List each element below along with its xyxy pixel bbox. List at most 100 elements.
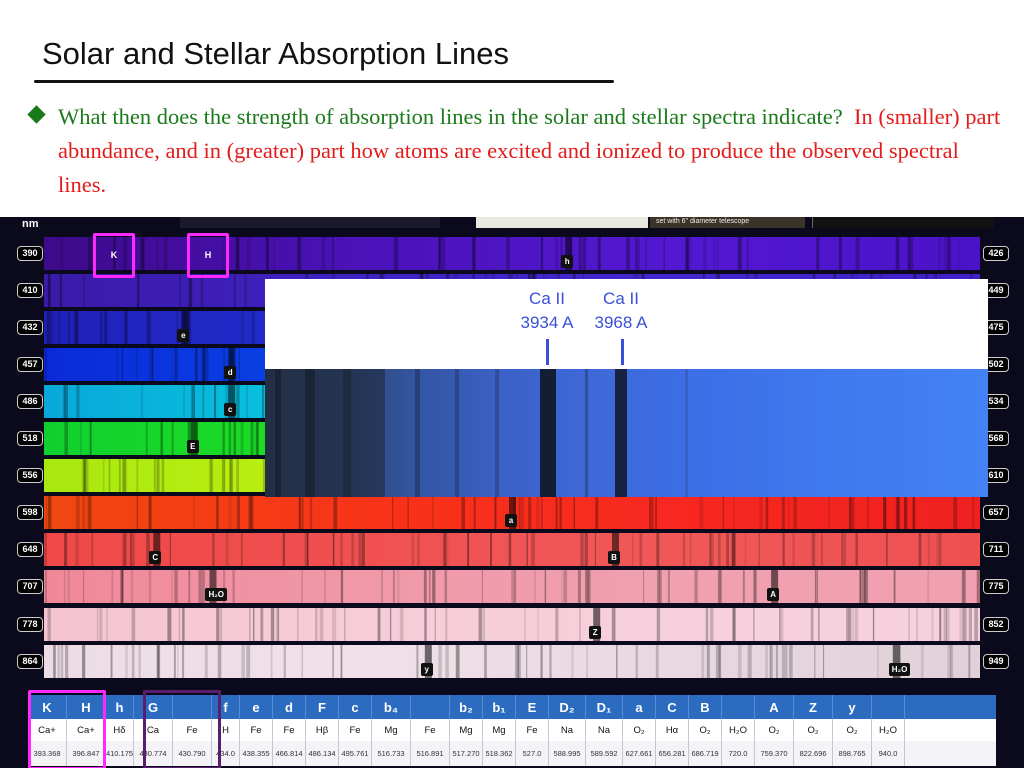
absorption-line — [240, 422, 244, 455]
absorption-line — [136, 459, 139, 492]
absorption-line — [171, 422, 174, 455]
band-start-label: 598 — [17, 505, 43, 520]
absorption-line — [273, 237, 276, 270]
band-end-label: 426 — [983, 246, 1009, 261]
absorption-line — [99, 608, 103, 641]
absorption-line — [537, 608, 539, 641]
absorption-line — [164, 237, 166, 270]
absorption-line — [395, 237, 399, 270]
absorption-line — [123, 311, 128, 344]
absorption-line — [91, 533, 93, 566]
absorption-line — [747, 237, 749, 270]
absorption-line-tag: H₂O — [888, 663, 911, 676]
absorption-line — [524, 608, 526, 641]
table-cell-wave: 516.733 — [372, 741, 411, 766]
absorption-line — [183, 385, 185, 418]
figure-scale-bar — [812, 217, 994, 228]
absorption-line — [810, 608, 814, 641]
absorption-line — [535, 496, 540, 529]
absorption-line — [171, 348, 173, 381]
absorption-line — [950, 645, 954, 678]
spectrum-band — [44, 608, 980, 641]
table-cell-wave: 393.368 — [28, 741, 67, 766]
absorption-line — [188, 274, 193, 307]
table-cell-sym — [411, 695, 450, 719]
absorption-line — [204, 645, 208, 678]
absorption-line — [423, 570, 427, 603]
kh-column-highlight — [28, 690, 106, 768]
table-cell-elem: Mg — [483, 719, 516, 741]
absorption-line — [262, 385, 265, 418]
table-cell-sym: c — [339, 695, 372, 719]
absorption-line — [53, 645, 56, 678]
figure-caption: set with 6" diameter telescope — [650, 217, 805, 228]
absorption-line-tag: d — [224, 366, 237, 379]
absorption-line — [44, 533, 47, 566]
absorption-line — [867, 496, 869, 529]
absorption-line — [351, 533, 355, 566]
absorption-line — [731, 533, 736, 566]
absorption-line — [67, 570, 70, 603]
absorption-line — [241, 533, 243, 566]
absorption-line — [151, 348, 154, 381]
absorption-line — [563, 570, 568, 603]
absorption-line — [828, 496, 830, 529]
absorption-line — [814, 645, 816, 678]
absorption-line-tag: E — [186, 440, 199, 453]
table-cell-elem: Ca+ — [28, 719, 67, 741]
absorption-line — [223, 348, 226, 381]
absorption-line — [872, 608, 875, 641]
inset-line-2-wavelength: 3968 A — [594, 313, 648, 332]
absorption-line — [266, 237, 269, 270]
absorption-line — [131, 608, 136, 641]
absorption-line — [846, 608, 848, 641]
table-cell-wave: 940.0 — [872, 741, 905, 766]
table-cell-wave: 495.761 — [339, 741, 372, 766]
absorption-line — [616, 645, 618, 678]
absorption-line — [635, 237, 637, 270]
absorption-line — [358, 533, 361, 566]
absorption-line — [58, 311, 60, 344]
absorption-line — [340, 533, 343, 566]
absorption-line — [484, 645, 487, 678]
table-cell-elem: Fe — [339, 719, 372, 741]
spectrum-band — [44, 570, 980, 603]
absorption-line — [894, 570, 896, 603]
absorption-line — [79, 422, 82, 455]
absorption-line — [511, 570, 513, 603]
absorption-line — [895, 496, 900, 529]
absorption-line — [737, 237, 742, 270]
absorption-line — [248, 496, 252, 529]
absorption-line — [241, 311, 244, 344]
table-wavelength-row: 393.368 396.847 410.175 430.774 430.790 434.0… — [28, 741, 996, 766]
absorption-line — [561, 570, 563, 603]
absorption-line — [855, 237, 860, 270]
absorption-line — [87, 496, 92, 529]
band-end-label: 568 — [983, 431, 1009, 446]
absorption-line — [296, 237, 300, 270]
inset-line-label-1: Ca II 3934 A — [507, 287, 587, 335]
absorption-line — [167, 608, 172, 641]
absorption-line — [953, 496, 958, 529]
absorption-line — [236, 385, 240, 418]
absorption-line — [148, 348, 152, 381]
absorption-line — [253, 608, 255, 641]
absorption-line — [843, 533, 846, 566]
absorption-line — [643, 570, 645, 603]
table-cell-wave: 517.270 — [450, 741, 483, 766]
absorption-line — [229, 459, 231, 492]
absorption-line — [854, 608, 859, 641]
absorption-line — [198, 570, 202, 603]
absorption-line — [340, 570, 344, 603]
band-start-label: 556 — [17, 468, 43, 483]
absorption-line — [51, 311, 53, 344]
absorption-lines — [45, 496, 975, 529]
absorption-line — [237, 237, 240, 270]
absorption-line — [304, 533, 309, 566]
absorption-line — [96, 608, 99, 641]
absorption-line-tag: e — [177, 329, 190, 342]
absorption-line — [232, 570, 235, 603]
absorption-line — [781, 645, 785, 678]
band-end-label: 657 — [983, 505, 1009, 520]
absorption-line — [148, 496, 152, 529]
